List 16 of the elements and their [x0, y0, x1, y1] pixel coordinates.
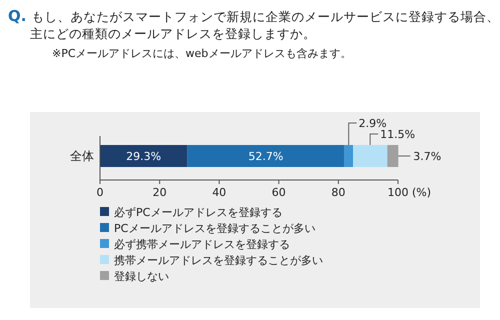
data-label: 2.9% — [358, 117, 387, 130]
legend-label: 登録しない — [114, 270, 169, 283]
x-tick-label: 80 — [331, 186, 346, 199]
data-label: 11.5% — [380, 128, 416, 141]
data-label: 52.7% — [248, 150, 284, 163]
data-label: 3.7% — [413, 150, 442, 163]
x-tick-label: 0 — [96, 186, 104, 199]
x-axis-title: (%) — [412, 186, 432, 199]
x-tick-label: 20 — [152, 186, 167, 199]
data-label: 29.3% — [126, 150, 162, 163]
chart-title: Q. もし、あなたがスマートフォンで新規に企業のメールサービスに登録する場合、主にどの種類のメールアドレスを登録しますか。 — [8, 7, 500, 42]
x-tick-label: 100 — [388, 186, 408, 199]
text: ※PCメールアドレスには、webメールアドレスも含みます。 — [52, 46, 352, 61]
y-tick-label: 全体 — [70, 149, 94, 163]
x-tick-label: 60 — [272, 186, 286, 199]
x-tick-label: 40 — [212, 186, 226, 199]
